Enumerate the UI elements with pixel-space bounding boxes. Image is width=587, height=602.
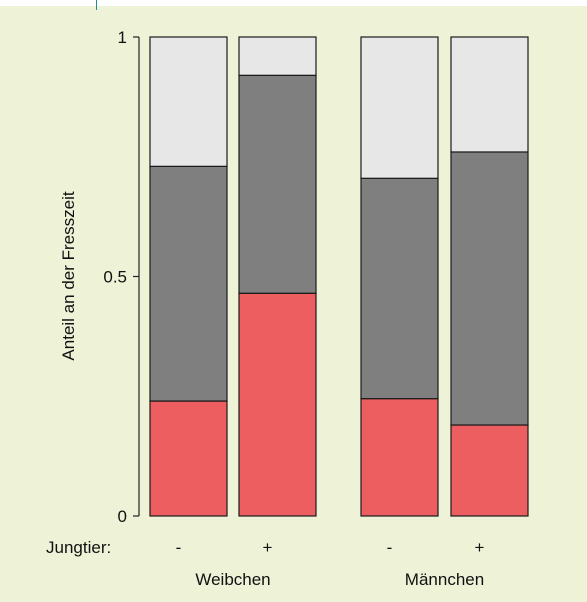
y-axis-ticks: 00.51 xyxy=(103,28,139,526)
x-category-label: + xyxy=(475,538,485,557)
x-category-label: - xyxy=(176,538,182,557)
x-category-label: + xyxy=(263,538,273,557)
bar-segment-2-0 xyxy=(360,398,439,517)
bar-segment-0-0 xyxy=(149,400,228,517)
decorative-line xyxy=(96,0,97,10)
bar-segment-3-1 xyxy=(450,151,529,426)
y-tick-label: 0 xyxy=(118,507,127,526)
bars xyxy=(149,36,529,517)
group-labels: Weibchen Männchen xyxy=(195,570,484,589)
bar-segment-1-2 xyxy=(238,36,317,76)
group-label: Weibchen xyxy=(195,570,270,589)
y-tick-label: 1 xyxy=(118,28,127,47)
row-label: Jungtier: xyxy=(46,538,111,557)
y-axis-label: Anteil an der Fresszeit xyxy=(59,191,78,360)
x-category-label: - xyxy=(387,538,393,557)
y-tick-label: 0.5 xyxy=(103,268,127,287)
bar-segment-0-1 xyxy=(149,165,228,402)
group-label: Männchen xyxy=(405,570,484,589)
bar-segment-3-0 xyxy=(450,424,529,517)
bar-segment-1-1 xyxy=(238,74,317,294)
bar-segment-1-0 xyxy=(238,292,317,517)
bar-segment-0-2 xyxy=(149,36,228,167)
bar-segment-3-2 xyxy=(450,36,529,153)
bar-segment-2-2 xyxy=(360,36,439,179)
bar-segment-2-1 xyxy=(360,177,439,400)
x-category-labels: - + - + xyxy=(176,538,485,557)
